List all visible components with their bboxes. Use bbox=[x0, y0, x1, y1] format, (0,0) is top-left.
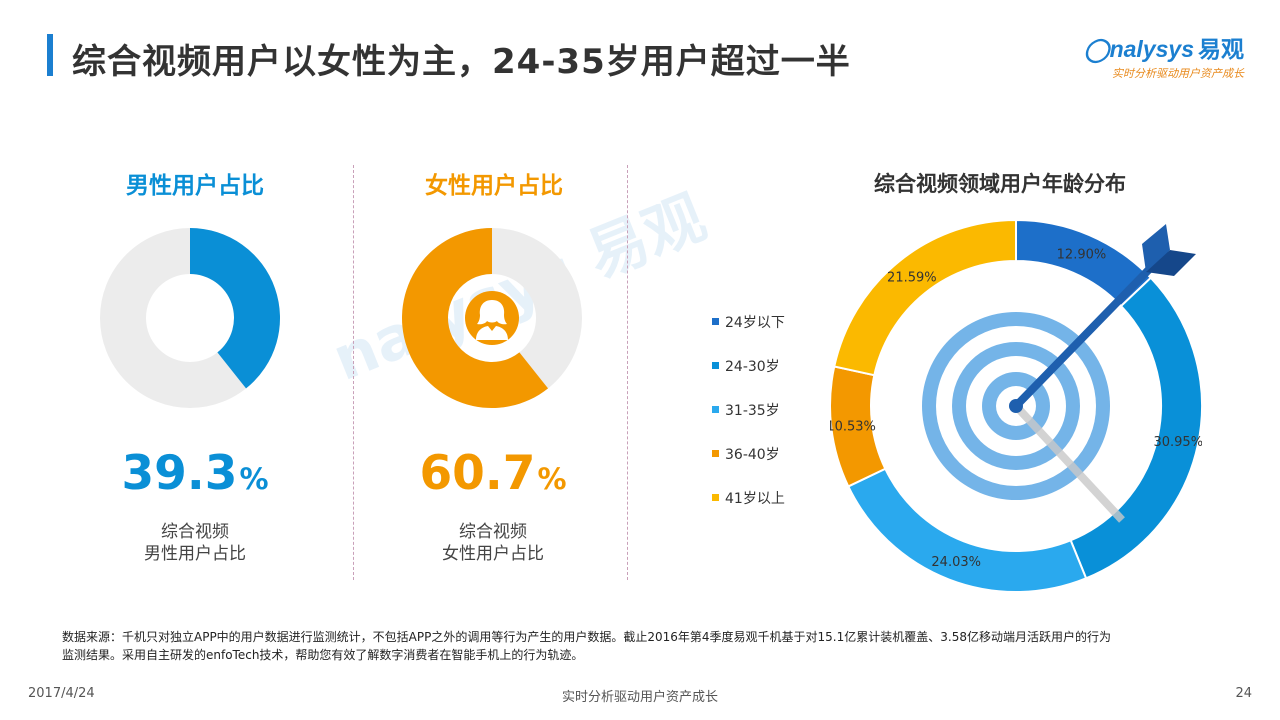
male-caption: 综合视频 男性用户占比 bbox=[95, 521, 295, 565]
legend-label: 31-35岁 bbox=[725, 402, 780, 419]
age-donut-slices bbox=[830, 220, 1202, 592]
divider-right bbox=[627, 165, 628, 580]
legend-swatch bbox=[712, 494, 719, 501]
legend-item: 36-40岁 bbox=[712, 445, 785, 463]
female-ratio-title: 女性用户占比 bbox=[425, 173, 563, 199]
target-icon bbox=[922, 312, 1125, 523]
page-title: 综合视频用户以女性为主，24-35岁用户超过一半 bbox=[72, 42, 851, 82]
female-donut-chart bbox=[402, 228, 582, 408]
page-number: 24 bbox=[1235, 686, 1252, 701]
female-caption: 综合视频 女性用户占比 bbox=[393, 521, 593, 565]
legend-item: 41岁以上 bbox=[712, 489, 785, 507]
age-data-label-2: 24.03% bbox=[931, 555, 981, 570]
legend-item: 24岁以下 bbox=[712, 313, 785, 331]
male-caption-line2: 男性用户占比 bbox=[144, 544, 246, 564]
female-user-icon bbox=[465, 291, 519, 345]
age-data-label-0: 12.90% bbox=[1057, 247, 1107, 262]
male-donut-chart bbox=[100, 228, 280, 408]
male-value-unit: % bbox=[239, 462, 269, 496]
arrow-icon bbox=[1009, 224, 1196, 413]
footer-slogan: 实时分析驱动用户资产成长 bbox=[561, 690, 718, 705]
male-donut-slice bbox=[190, 228, 280, 389]
age-data-label-4: 21.59% bbox=[887, 271, 937, 286]
data-source-line2: 监测结果。采用自主研发的enfoTech技术，帮助您有效了解数字消费者在智能手机… bbox=[62, 648, 584, 662]
female-value-unit: % bbox=[537, 462, 567, 496]
divider-left bbox=[353, 165, 354, 580]
title-accent-bar bbox=[47, 34, 53, 76]
footer-date: 2017/4/24 bbox=[28, 686, 95, 701]
legend-label: 36-40岁 bbox=[725, 446, 780, 463]
legend-label: 41岁以上 bbox=[725, 490, 785, 507]
female-caption-line2: 女性用户占比 bbox=[442, 544, 544, 564]
brand-logo: ◯nalysys 易观 实时分析驱动用户资产成长 bbox=[1084, 30, 1244, 81]
legend-swatch bbox=[712, 450, 719, 457]
age-chart-title: 综合视频领域用户年龄分布 bbox=[874, 172, 1126, 196]
legend-label: 24-30岁 bbox=[725, 358, 780, 375]
logo-tagline: 实时分析驱动用户资产成长 bbox=[1112, 67, 1244, 80]
logo-text-en: nalysys bbox=[1109, 36, 1194, 62]
legend-item: 31-35岁 bbox=[712, 401, 785, 419]
age-slice-4 bbox=[833, 220, 1017, 377]
age-data-label-1: 30.95% bbox=[1153, 435, 1202, 450]
data-source-line1: 数据来源：千机只对独立APP中的用户数据进行监测统计，不包括APP之外的调用等行… bbox=[62, 630, 1111, 644]
female-ratio-value: 60.7% bbox=[393, 446, 593, 501]
female-caption-line1: 综合视频 bbox=[459, 522, 527, 542]
legend-swatch bbox=[712, 362, 719, 369]
logo-text-cn: 易观 bbox=[1198, 36, 1244, 62]
legend-swatch bbox=[712, 318, 719, 325]
female-donut-slice bbox=[402, 228, 549, 408]
male-value-number: 39.3 bbox=[121, 446, 238, 501]
male-caption-line1: 综合视频 bbox=[161, 522, 229, 542]
age-data-labels: 12.90% 30.95% 24.03% 10.53% 21.59% bbox=[830, 247, 1202, 569]
female-value-number: 60.7 bbox=[419, 446, 536, 501]
logo-swirl-icon: ◯ bbox=[1083, 36, 1110, 62]
age-data-label-3: 10.53% bbox=[830, 419, 876, 434]
legend-item: 24-30岁 bbox=[712, 357, 785, 375]
age-donut-chart: 12.90% 30.95% 24.03% 10.53% 21.59% bbox=[830, 220, 1202, 592]
male-ratio-value: 39.3% bbox=[95, 446, 295, 501]
male-ratio-title: 男性用户占比 bbox=[126, 173, 264, 199]
legend-swatch bbox=[712, 406, 719, 413]
legend-label: 24岁以下 bbox=[725, 314, 785, 331]
data-source-note: 数据来源：千机只对独立APP中的用户数据进行监测统计，不包括APP之外的调用等行… bbox=[62, 628, 1222, 664]
age-legend: 24岁以下 24-30岁 31-35岁 36-40岁 41岁以上 bbox=[712, 313, 785, 533]
